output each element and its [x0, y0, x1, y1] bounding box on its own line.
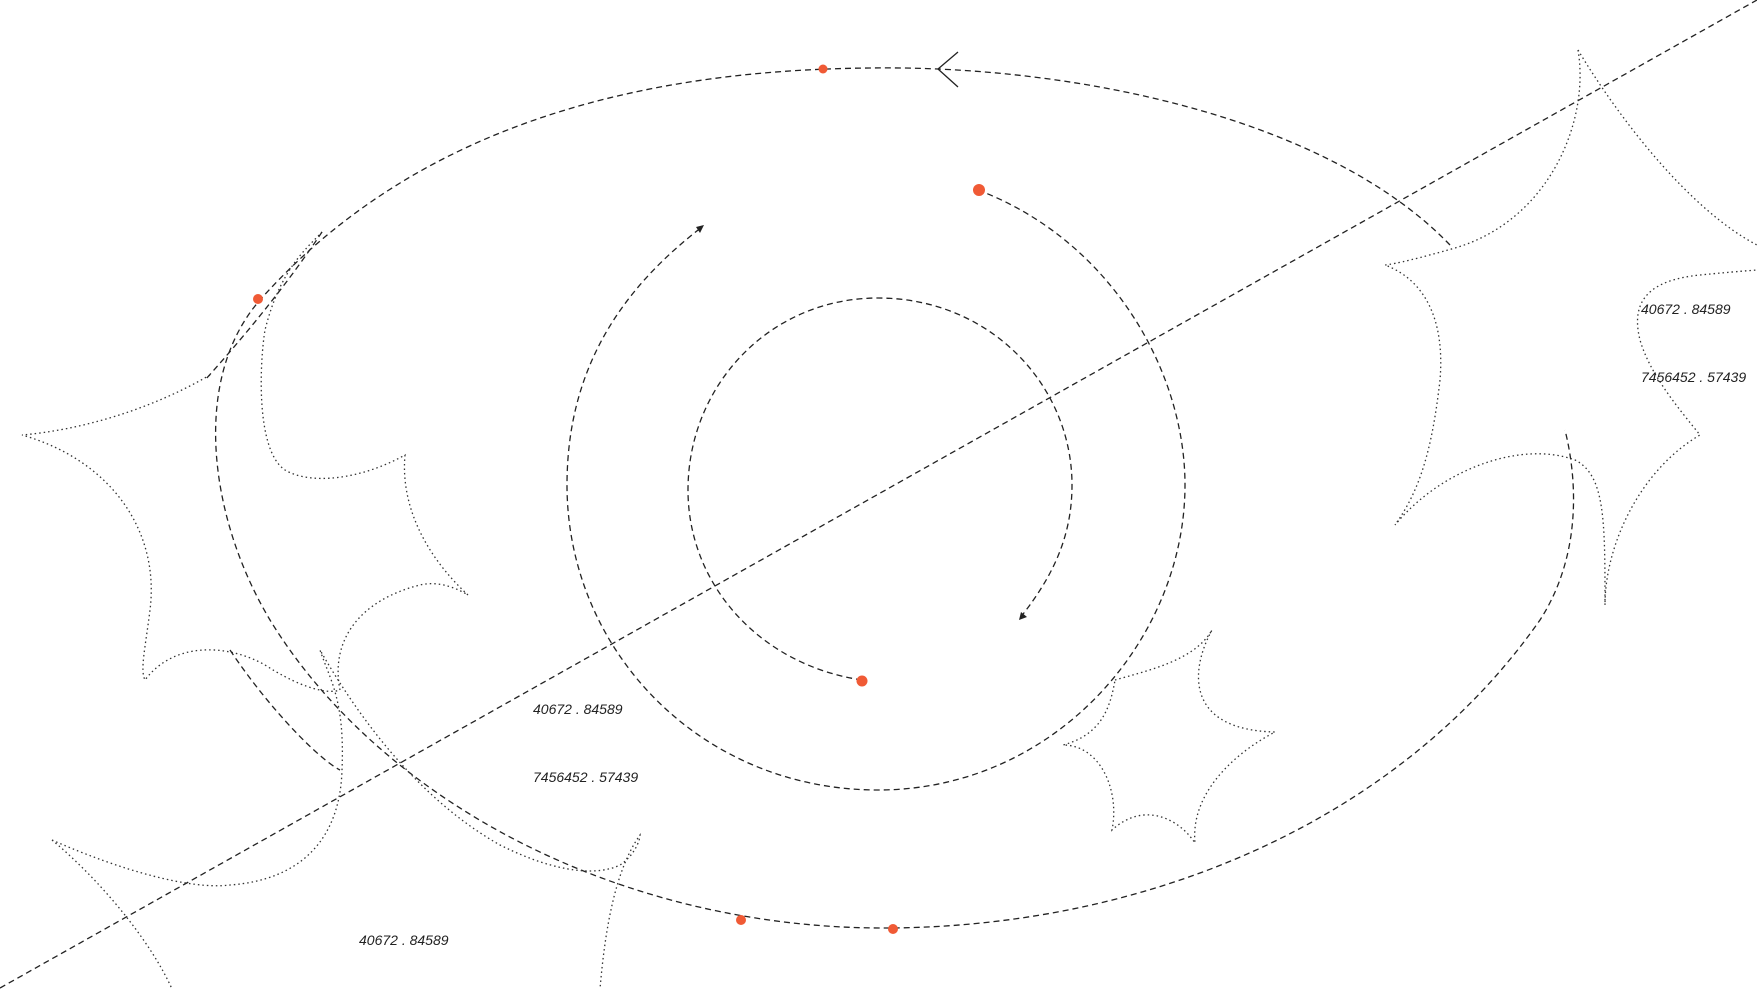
label-3: 40672 . 84589	[533, 701, 623, 717]
outer-orbit-ellipse	[214, 67, 1575, 929]
right-star-curve	[1384, 49, 1757, 606]
inner-orbit-arc	[687, 297, 1073, 681]
label-5: 40672 . 84589	[359, 932, 449, 948]
left-star-curve	[21, 231, 469, 692]
bottom-left-curve	[51, 649, 641, 989]
label-1: 40672 . 84589	[1641, 301, 1731, 317]
marker-inner	[856, 675, 868, 687]
middle-orbit-arc	[566, 189, 1186, 791]
bottom-center-star	[1062, 629, 1276, 844]
marker-bottom-1	[736, 915, 746, 925]
inner-orbit-arrowhead	[1019, 612, 1027, 620]
left-inner-curve	[204, 231, 341, 771]
marker-bottom-2	[888, 924, 898, 934]
label-2: 7456452 . 57439	[1641, 369, 1746, 385]
orbit-arrowhead	[937, 51, 959, 88]
label-4: 7456452 . 57439	[533, 769, 638, 785]
marker-top	[818, 64, 828, 74]
marker-top-right	[973, 184, 985, 196]
middle-orbit-arrowhead	[696, 225, 704, 233]
marker-left	[253, 294, 263, 304]
